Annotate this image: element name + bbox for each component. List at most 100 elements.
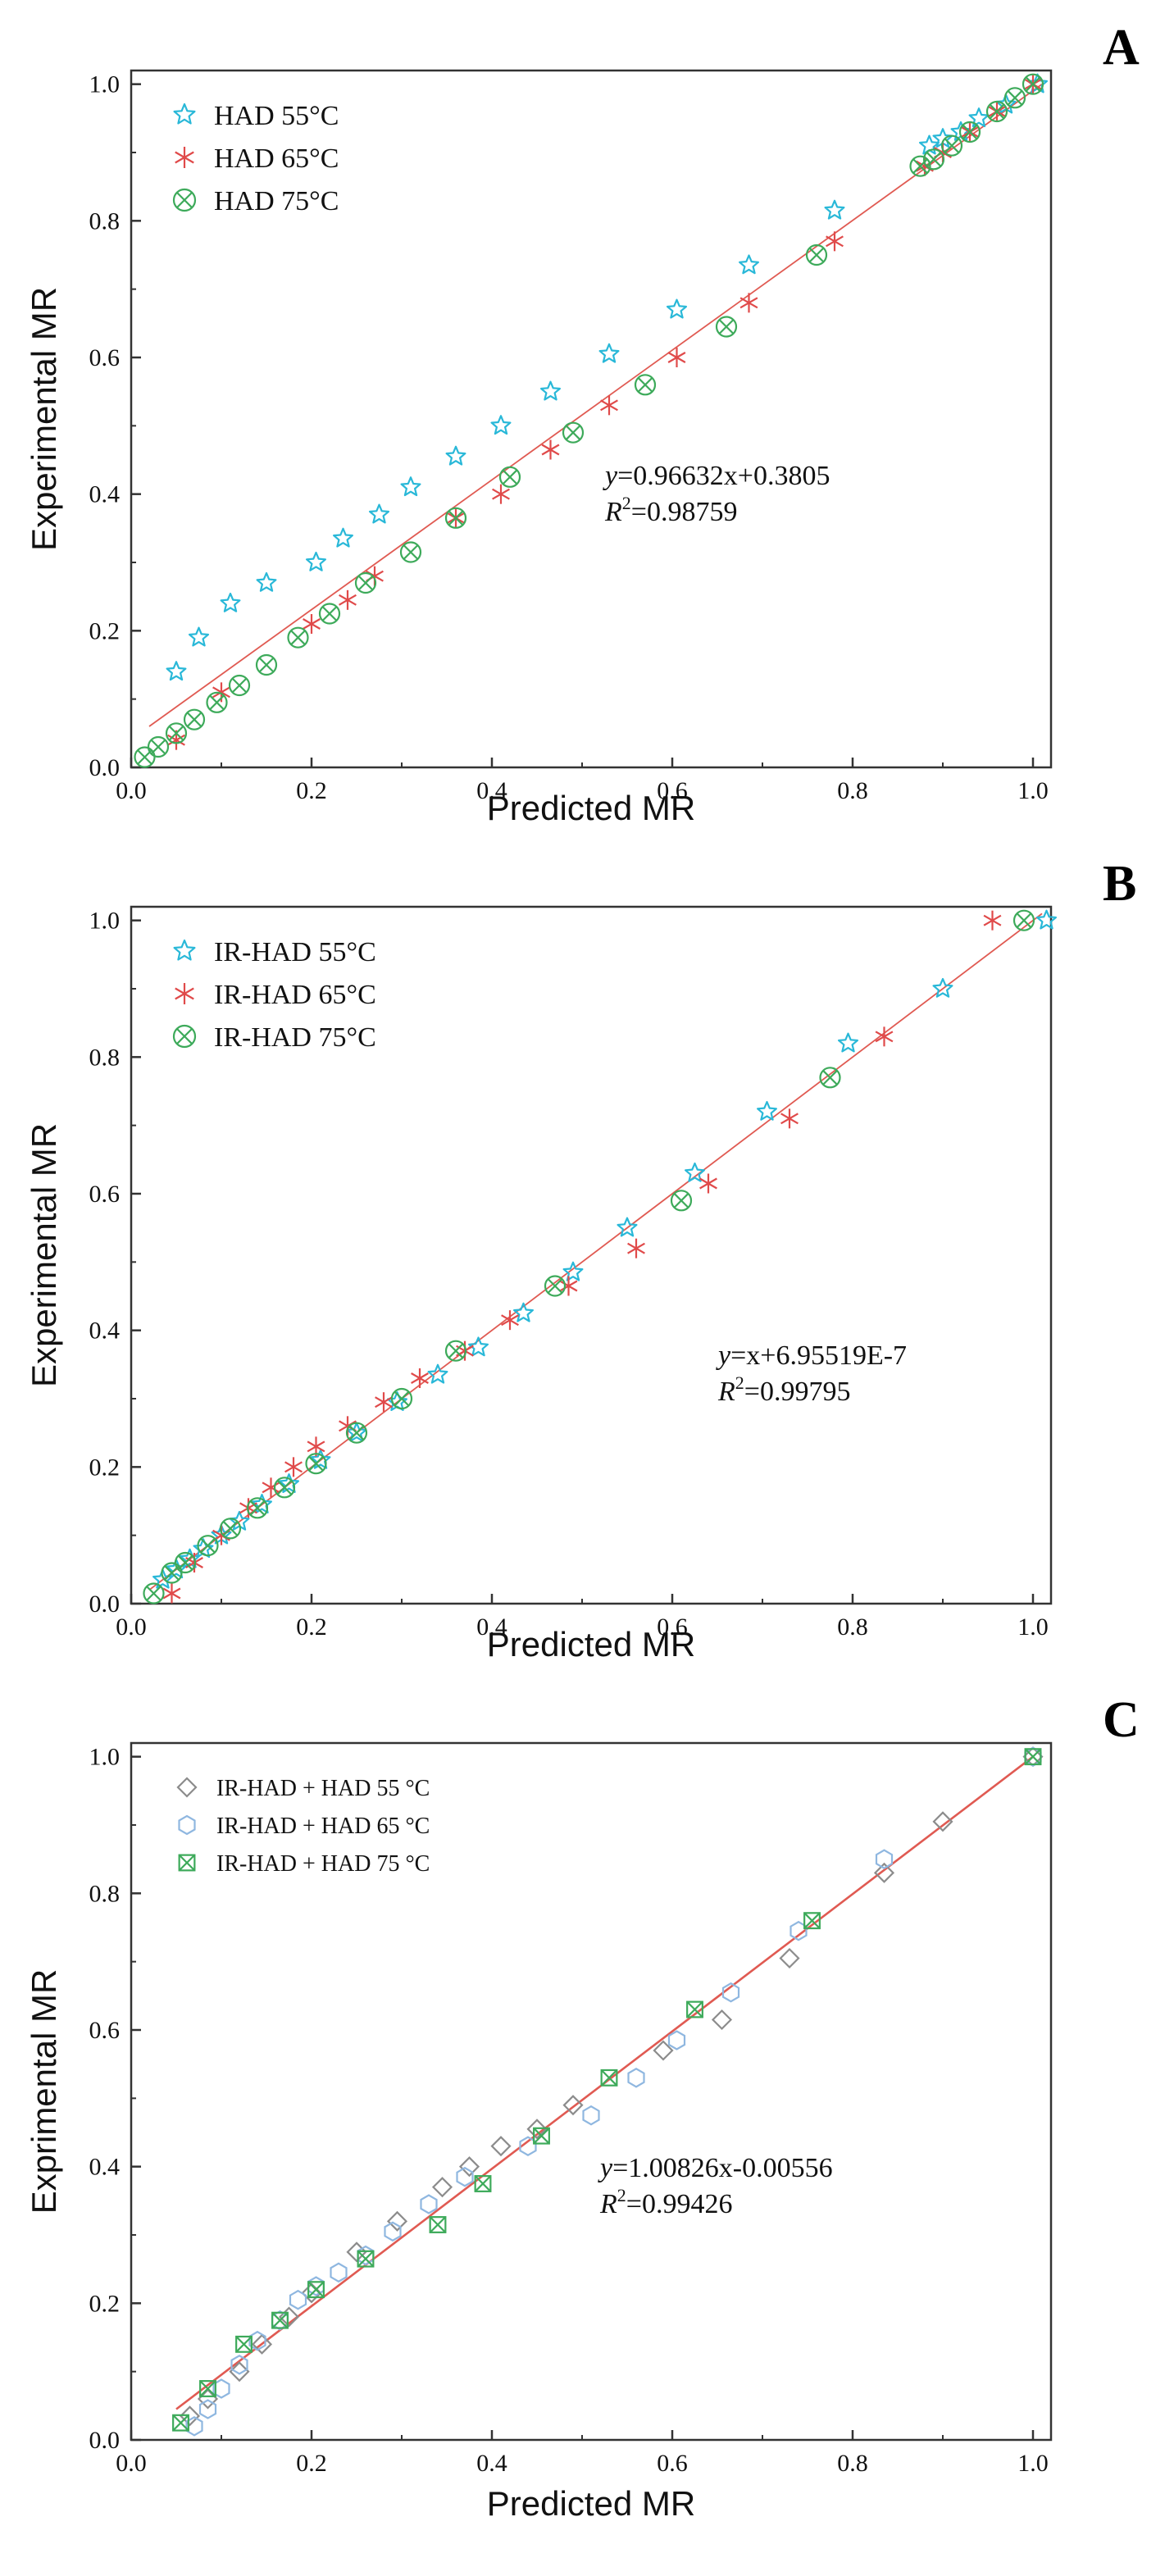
data-point <box>958 121 981 143</box>
data-point <box>305 1453 327 1475</box>
data-point <box>390 1387 413 1410</box>
y-tick-label: 1.0 <box>89 908 121 935</box>
data-point <box>252 1494 272 1514</box>
data-point <box>559 1276 578 1296</box>
data-point <box>284 1457 303 1477</box>
y-tick-label: 0.6 <box>89 344 121 371</box>
data-point <box>330 2262 348 2283</box>
data-point <box>598 343 620 363</box>
r2-value: =0.98759 <box>631 497 738 527</box>
x-tick-label: 0.0 <box>116 2450 147 2477</box>
data-point <box>539 380 562 401</box>
panel-a-fit-line <box>148 83 1043 727</box>
data-point <box>490 2136 512 2157</box>
data-point <box>541 439 560 460</box>
data-point <box>627 1238 645 1258</box>
data-point <box>162 1583 181 1604</box>
legend-marker <box>178 1854 196 1872</box>
legend-label: IR-HAD 75°C <box>214 1022 376 1053</box>
panel-b-x-axis-label: Predicted MR <box>487 1625 695 1663</box>
y-tick-label: 0.8 <box>89 1880 121 1907</box>
x-tick-label: 0.2 <box>296 1613 327 1641</box>
data-point <box>199 2380 216 2397</box>
data-point <box>498 466 521 488</box>
data-point <box>667 348 686 367</box>
data-point <box>501 1310 519 1331</box>
legend-label: IR-HAD + HAD 55 °C <box>216 1776 430 1801</box>
data-point <box>968 107 990 128</box>
panel-c-fit-equation: y=1.00826x-0.00556 <box>598 2153 833 2183</box>
data-point <box>932 1811 953 1832</box>
panel-c-x-axis-label: Predicted MR <box>487 2484 695 2523</box>
legend-label: IR-HAD 65°C <box>214 980 376 1010</box>
panel-a-letter: A <box>1103 20 1140 75</box>
r2-value: =0.99795 <box>744 1377 851 1407</box>
legend-marker <box>175 147 194 168</box>
data-point <box>940 134 963 157</box>
panel-a-plot-frame <box>130 69 1053 769</box>
x-tick-label: 0.0 <box>116 1613 147 1641</box>
x-tick-label: 0.4 <box>476 2450 507 2477</box>
data-point <box>306 551 326 571</box>
legend-marker <box>178 1814 196 1836</box>
r2-value: =0.99426 <box>626 2189 733 2219</box>
y-tick-label: 0.4 <box>89 2154 121 2181</box>
legend-marker <box>172 188 197 212</box>
data-point <box>492 484 510 504</box>
y-tick-label: 0.2 <box>89 2290 121 2317</box>
data-point <box>310 1449 331 1469</box>
r2-r: R <box>717 1377 735 1407</box>
legend-entry-had-55: HAD 55°C <box>173 101 339 131</box>
data-point <box>666 298 688 319</box>
data-point <box>289 2289 307 2310</box>
data-point <box>875 1849 894 1869</box>
legend-label: IR-HAD 55°C <box>214 937 376 967</box>
data-point <box>307 2281 325 2299</box>
data-point <box>357 2245 375 2266</box>
legend-entry-ir-had-75: IR-HAD 75°C <box>172 1022 376 1053</box>
data-point <box>562 1261 584 1281</box>
y-tick-label: 0.8 <box>89 207 121 234</box>
data-point <box>287 626 309 649</box>
legend-label: IR-HAD + HAD 65 °C <box>216 1814 430 1839</box>
data-point <box>627 2068 645 2088</box>
data-point <box>875 1026 894 1047</box>
data-point <box>357 2250 375 2268</box>
data-point <box>179 2405 201 2427</box>
data-point <box>384 2221 402 2242</box>
y-tick-label: 0.2 <box>89 1454 121 1481</box>
data-point <box>670 1190 693 1212</box>
panel-c-plot-frame <box>130 1741 1053 2442</box>
x-tick-label: 0.2 <box>296 777 327 804</box>
data-point <box>983 910 1002 931</box>
y-tick-label: 0.6 <box>89 2017 121 2044</box>
data-point <box>143 1582 165 1604</box>
data-point <box>255 653 278 676</box>
legend-entry-had-65: HAD 65°C <box>175 143 339 174</box>
panel-c-r-squared: R2=0.99426 <box>599 2185 732 2219</box>
data-point <box>490 415 512 435</box>
panel-c-legend: IR-HAD + HAD 55 °C IR-HAD + HAD 65 °C IR… <box>176 1776 430 1877</box>
y-tick-label: 0.8 <box>89 1044 121 1071</box>
x-tick-label: 0.8 <box>837 777 868 804</box>
r2-sup: 2 <box>735 1372 744 1393</box>
data-point <box>711 2009 733 2031</box>
data-point <box>474 2175 492 2192</box>
data-point <box>667 2030 686 2050</box>
data-point <box>166 661 187 681</box>
data-point <box>279 1473 299 1494</box>
x-tick-label: 0.0 <box>116 777 147 804</box>
data-point <box>333 527 353 548</box>
data-point <box>147 735 170 758</box>
data-point <box>533 2127 550 2145</box>
equation-rest: =1.00826x-0.00556 <box>612 2153 833 2183</box>
legend-entry-combined-55: IR-HAD + HAD 55 °C <box>176 1776 430 1801</box>
data-point <box>206 691 228 713</box>
x-tick-label: 0.8 <box>837 1613 868 1641</box>
data-point <box>256 571 277 592</box>
legend-entry-had-75: HAD 75°C <box>172 186 339 216</box>
equation-rest: =0.96632x+0.3805 <box>617 461 830 491</box>
panel-b-ticks: 0.0 0.2 0.4 0.6 0.8 1.0 0.0 0.2 0.4 0.6 0.8 1.0 <box>89 908 1049 1641</box>
equation-y: y <box>716 1340 731 1371</box>
legend-marker <box>176 1777 198 1798</box>
